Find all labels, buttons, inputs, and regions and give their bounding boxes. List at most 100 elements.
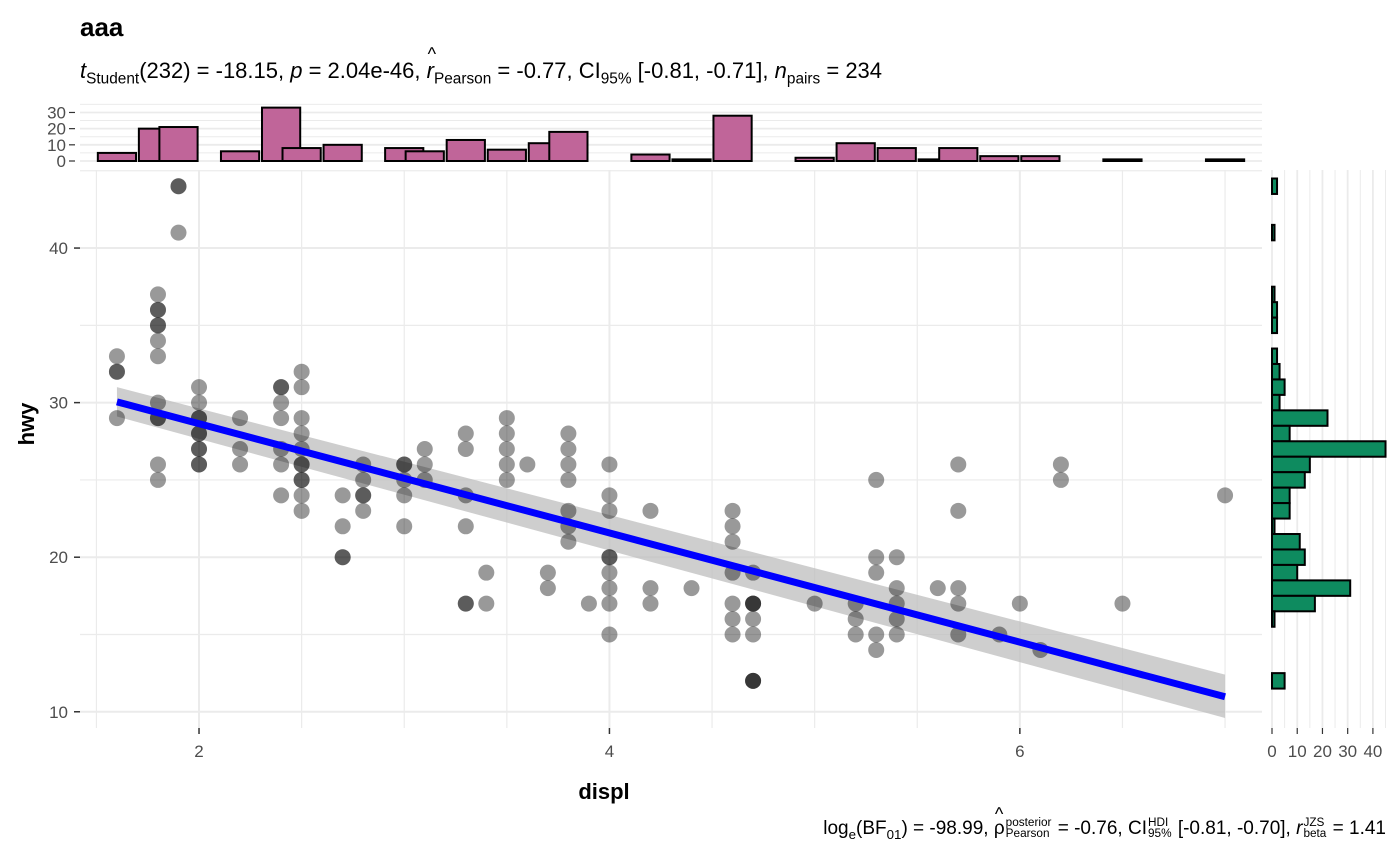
data-point <box>396 456 413 473</box>
data-point <box>396 487 413 504</box>
data-point <box>293 487 310 504</box>
data-point <box>170 178 187 195</box>
data-point <box>293 363 310 380</box>
top-hist-bar <box>876 147 917 162</box>
top-hist-bar <box>671 158 712 163</box>
data-point <box>149 286 166 303</box>
y-tick-label: 30 <box>49 394 68 413</box>
data-point <box>191 394 208 411</box>
top-hist-bar <box>158 126 199 162</box>
side-hist-bar <box>1271 455 1311 474</box>
data-point <box>868 626 885 643</box>
data-point <box>108 363 125 380</box>
top-hist-bar <box>1020 155 1061 163</box>
side-hist-bar <box>1271 563 1299 582</box>
data-point <box>560 471 577 488</box>
data-point <box>929 580 946 597</box>
data-point <box>149 317 166 334</box>
data-point <box>457 518 474 535</box>
x-tick-label: 6 <box>1015 742 1024 761</box>
data-point <box>232 410 249 427</box>
data-point <box>745 595 762 612</box>
data-point <box>498 410 515 427</box>
data-point <box>642 502 659 519</box>
data-point <box>108 410 125 427</box>
data-point <box>888 580 905 597</box>
data-point <box>191 425 208 442</box>
side-hist-bar <box>1271 440 1387 458</box>
side-hist-bar <box>1271 424 1291 443</box>
side-hist-bar <box>1271 393 1281 412</box>
data-point <box>560 502 577 519</box>
side-hist-bar <box>1271 316 1279 335</box>
side-hist-bar <box>1271 347 1279 365</box>
data-point <box>601 580 618 597</box>
data-point <box>149 301 166 318</box>
side-hist-tick-label: 10 <box>1288 742 1307 761</box>
data-point <box>724 502 741 519</box>
data-point <box>273 456 290 473</box>
side-hist-bar <box>1271 672 1286 690</box>
data-point <box>560 441 577 457</box>
top-hist-bar <box>486 148 527 162</box>
data-point <box>1114 595 1131 612</box>
data-point <box>724 611 741 628</box>
data-point <box>498 425 515 442</box>
data-point <box>601 564 618 581</box>
data-point <box>232 441 249 457</box>
data-point <box>334 549 351 566</box>
data-point <box>149 456 166 473</box>
data-point <box>293 425 310 442</box>
top-hist-bar <box>548 130 589 163</box>
data-point <box>950 456 967 473</box>
side-hist-bar <box>1271 548 1306 566</box>
data-point <box>293 471 310 488</box>
side-hist-tick-label: 0 <box>1267 742 1276 761</box>
x-axis-title: displ <box>578 779 629 804</box>
side-hist-bar <box>1271 285 1276 304</box>
data-point <box>601 502 618 519</box>
data-point <box>416 456 433 473</box>
data-point <box>745 672 762 689</box>
side-hist-bar <box>1271 301 1279 319</box>
data-point <box>416 441 433 457</box>
data-point <box>601 626 618 643</box>
data-point <box>149 301 166 318</box>
data-point <box>642 595 659 612</box>
data-point <box>293 471 310 488</box>
top-hist-bar <box>979 155 1020 163</box>
data-point <box>108 348 125 365</box>
data-point <box>539 564 556 581</box>
data-point <box>950 502 967 519</box>
data-point <box>724 533 741 550</box>
side-hist-bar <box>1271 594 1316 613</box>
data-point <box>149 471 166 488</box>
side-hist-bar <box>1271 610 1276 628</box>
top-hist-bar <box>281 147 322 162</box>
data-point <box>868 471 885 488</box>
data-point <box>396 456 413 473</box>
side-hist-bar <box>1271 471 1306 489</box>
data-point <box>396 518 413 535</box>
data-point <box>724 518 741 535</box>
data-point <box>355 487 372 504</box>
data-point <box>334 518 351 535</box>
data-point <box>273 379 290 396</box>
data-point <box>868 549 885 566</box>
data-point <box>745 626 762 643</box>
side-hist-bar <box>1271 177 1279 195</box>
data-point <box>334 487 351 504</box>
data-point <box>149 332 166 349</box>
data-point <box>498 441 515 457</box>
data-point <box>457 441 474 457</box>
side-hist-bar <box>1271 378 1286 396</box>
data-point <box>745 595 762 612</box>
top-hist-bar <box>445 138 486 162</box>
side-hist-bar <box>1271 223 1276 242</box>
data-point <box>745 595 762 612</box>
data-point <box>950 626 967 643</box>
side-hist-tick-label: 40 <box>1363 742 1382 761</box>
data-point <box>149 348 166 365</box>
data-point <box>273 487 290 504</box>
data-point <box>355 502 372 519</box>
